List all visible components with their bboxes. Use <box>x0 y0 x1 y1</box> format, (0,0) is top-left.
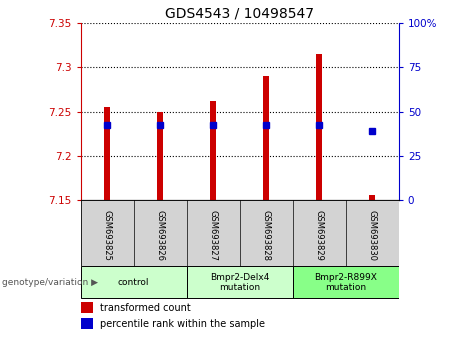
Bar <box>293 266 399 298</box>
Bar <box>316 54 322 200</box>
Text: Bmpr2-R899X
mutation: Bmpr2-R899X mutation <box>314 273 377 292</box>
Bar <box>104 107 110 200</box>
Bar <box>187 266 293 298</box>
Text: GSM693825: GSM693825 <box>103 210 112 261</box>
Text: GSM693830: GSM693830 <box>368 210 377 261</box>
Bar <box>81 318 94 329</box>
Text: GSM693828: GSM693828 <box>262 210 271 261</box>
Text: percentile rank within the sample: percentile rank within the sample <box>100 319 265 329</box>
Bar <box>369 195 375 200</box>
Bar <box>210 101 216 200</box>
Bar <box>81 266 187 298</box>
Title: GDS4543 / 10498547: GDS4543 / 10498547 <box>165 6 314 21</box>
Text: transformed count: transformed count <box>100 303 190 313</box>
Text: GSM693827: GSM693827 <box>209 210 218 261</box>
Text: control: control <box>118 278 149 287</box>
Text: Bmpr2-Delx4
mutation: Bmpr2-Delx4 mutation <box>210 273 269 292</box>
Bar <box>81 302 94 314</box>
Text: GSM693826: GSM693826 <box>156 210 165 261</box>
Bar <box>157 112 163 200</box>
Text: GSM693829: GSM693829 <box>315 210 324 261</box>
Text: genotype/variation ▶: genotype/variation ▶ <box>2 278 98 287</box>
Bar <box>263 76 269 200</box>
